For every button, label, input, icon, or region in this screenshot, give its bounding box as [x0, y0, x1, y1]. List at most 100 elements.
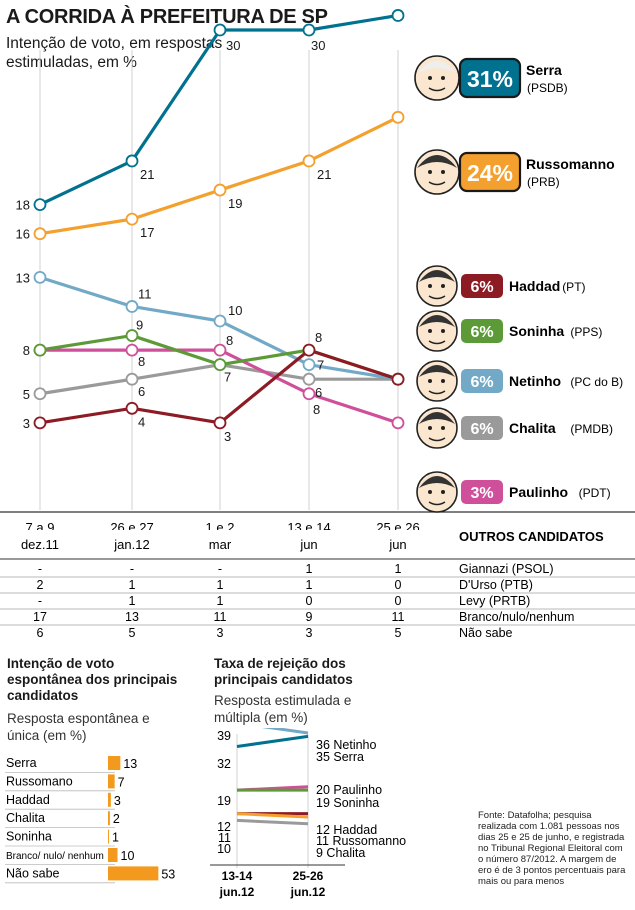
series-end-label: 36 Netinho	[316, 738, 377, 752]
table-row-label: D'Urso (PTB)	[459, 578, 533, 592]
series-end-label: 20 Paulinho	[316, 783, 382, 797]
x-tick-label: 25 e 26	[376, 520, 419, 530]
point-paulinho	[302, 387, 316, 401]
series-end-label: 9 Chalita	[316, 846, 365, 860]
mouth-icon	[428, 437, 446, 442]
candidate-face-haddad	[416, 265, 458, 307]
table-cell: 9	[306, 610, 313, 624]
candidate-party: (PT)	[562, 280, 585, 294]
eye-icon	[428, 379, 432, 383]
bar	[108, 792, 111, 807]
table-cell: -	[38, 562, 42, 576]
value-badge	[461, 369, 503, 393]
eye-icon	[428, 490, 432, 494]
series-line-serra	[39, 13, 399, 207]
value-badge	[461, 416, 503, 440]
point-chalita	[125, 372, 139, 386]
page-subtitle: Intenção de voto, em respostas estimulad…	[6, 35, 223, 71]
bar	[108, 866, 159, 881]
y-tick-label: 11	[218, 831, 231, 845]
eye-icon	[441, 426, 445, 430]
candidate-party: (PPS)	[570, 325, 602, 339]
series-line-russomanno	[39, 115, 399, 236]
eye-icon	[441, 170, 445, 174]
point-soninha	[125, 329, 139, 342]
y-tick-label: 32	[217, 757, 231, 771]
data-label: 17	[140, 225, 154, 240]
eye-icon	[428, 426, 432, 430]
eye-icon	[428, 329, 432, 333]
other-candidates-table: dez.11 jan.12 mar jun jun OUTROS CANDIDATOS - -…	[0, 529, 635, 640]
candidate-party: (PC do B)	[570, 375, 623, 389]
data-label: 7	[317, 358, 324, 373]
data-label: 9	[136, 318, 143, 333]
point-russomanno	[33, 227, 47, 241]
value-badge	[461, 480, 503, 504]
y-tick-label: 12	[217, 820, 231, 834]
data-label: 10	[228, 303, 242, 318]
series-line-netinho	[261, 728, 309, 735]
table-row-label: Branco/nulo/nenhum	[459, 610, 574, 624]
mouth-icon	[428, 181, 446, 186]
bar-category-label: Soninha	[6, 830, 52, 844]
x-tick-label: 7 a 9	[26, 520, 55, 530]
point-netinho	[125, 300, 139, 313]
point-netinho	[33, 270, 47, 284]
value-badge-text: 6%	[470, 421, 493, 438]
value-badge	[458, 151, 522, 193]
value-badge-text: 3%	[470, 485, 493, 502]
eye-icon	[441, 379, 445, 383]
data-label: 3	[224, 429, 231, 444]
table-cell: 5	[129, 626, 136, 640]
mouth-icon	[428, 340, 446, 345]
x-tick-label: mar	[209, 537, 232, 552]
point-serra	[33, 198, 47, 212]
eye-icon	[428, 284, 432, 288]
spontaneous-bar-chart: Serra 13 Russomano 7 Haddad 3 Chalita 2 Soninha 1…	[5, 756, 175, 884]
candidate-face-chalita	[416, 407, 458, 449]
x-tick-label: 25-26	[293, 869, 324, 883]
table-cell: 2	[37, 578, 44, 592]
candidate-name: Haddad	[509, 278, 560, 294]
candidate-party: (PMDB)	[570, 422, 613, 436]
point-chalita	[33, 387, 47, 401]
hair-icon	[419, 270, 455, 282]
table-cell: 1	[129, 594, 136, 608]
eye-icon	[428, 170, 432, 174]
point-serra	[391, 9, 405, 22]
eye-icon	[441, 490, 445, 494]
bar-value-label: 53	[161, 867, 175, 881]
table-cell: 11	[214, 610, 227, 624]
series-line-chalita	[236, 818, 309, 826]
data-label: 30	[311, 38, 325, 53]
y-tick-label: 10	[217, 842, 231, 856]
value-badge-text: 6%	[470, 324, 493, 341]
point-haddad	[391, 372, 405, 386]
point-paulinho	[213, 343, 227, 357]
point-haddad	[33, 416, 47, 430]
candidate-name: Paulinho	[509, 484, 568, 500]
candidate-party: (PSDB)	[527, 81, 568, 95]
bar-value-label: 10	[121, 849, 135, 863]
candidate-name: Russomanno	[526, 156, 615, 172]
candidate-face-russomanno	[414, 149, 460, 195]
bar-category-label: Não sabe	[6, 866, 60, 880]
spontaneous-title: Intenção de voto espontânea dos principa…	[7, 656, 178, 703]
bar-value-label: 2	[113, 812, 120, 826]
hair-icon	[419, 476, 455, 488]
data-label: 6	[138, 384, 145, 399]
x-tick-label: dez.11	[21, 537, 59, 552]
bar	[108, 756, 121, 770]
point-haddad	[213, 416, 227, 430]
main-line-chart: 7 a 9 26 e 27 1 e 2 13 e 14 25 e 26 18 21 30 30 1…	[0, 9, 635, 530]
data-label: 5	[23, 387, 30, 402]
point-netinho	[302, 358, 316, 372]
x-tick-label: jun	[299, 537, 317, 552]
data-label: 11	[138, 286, 152, 301]
series-end-label: 11 Russomanno	[316, 834, 406, 848]
value-badge-text: 6%	[470, 279, 493, 296]
table-cell: 3	[217, 626, 224, 640]
y-tick-label: 19	[217, 794, 231, 808]
data-label: 18	[16, 198, 30, 213]
